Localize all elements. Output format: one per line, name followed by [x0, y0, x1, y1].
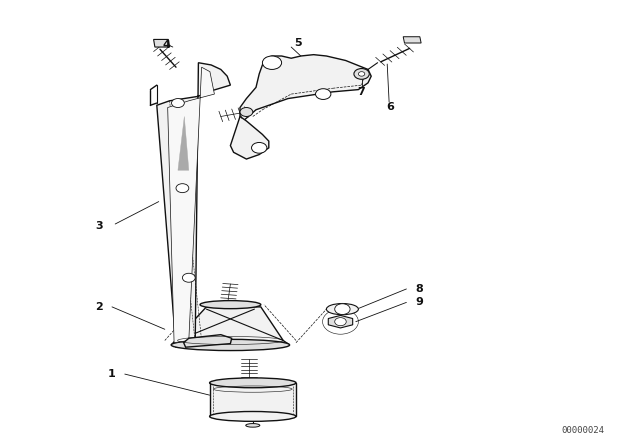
Circle shape	[358, 72, 365, 76]
Text: 1: 1	[108, 369, 116, 379]
Polygon shape	[172, 307, 290, 345]
Circle shape	[354, 69, 369, 79]
Ellipse shape	[210, 411, 296, 421]
Text: 9: 9	[415, 297, 423, 307]
Polygon shape	[168, 67, 214, 343]
Polygon shape	[240, 55, 371, 121]
Polygon shape	[154, 39, 170, 47]
Text: 5: 5	[294, 38, 301, 47]
Polygon shape	[157, 63, 230, 347]
Text: 00000024: 00000024	[561, 426, 604, 435]
Circle shape	[262, 56, 282, 69]
Text: 7: 7	[358, 87, 365, 97]
Ellipse shape	[200, 301, 261, 309]
Circle shape	[335, 304, 350, 314]
Text: 2: 2	[95, 302, 103, 312]
Circle shape	[240, 108, 253, 116]
Text: 4: 4	[163, 40, 170, 50]
Circle shape	[316, 89, 331, 99]
Ellipse shape	[246, 424, 260, 427]
Circle shape	[252, 142, 267, 153]
Circle shape	[335, 318, 346, 326]
Text: 3: 3	[95, 221, 103, 231]
Polygon shape	[403, 37, 421, 43]
Polygon shape	[184, 335, 232, 347]
Circle shape	[172, 99, 184, 108]
Polygon shape	[328, 315, 353, 328]
Ellipse shape	[172, 340, 289, 350]
Text: 6: 6	[387, 102, 394, 112]
Circle shape	[176, 184, 189, 193]
Circle shape	[182, 273, 195, 282]
Text: 8: 8	[415, 284, 423, 294]
Ellipse shape	[210, 378, 296, 388]
Polygon shape	[178, 116, 189, 170]
Polygon shape	[210, 383, 296, 417]
Polygon shape	[230, 116, 269, 159]
Ellipse shape	[326, 304, 358, 314]
